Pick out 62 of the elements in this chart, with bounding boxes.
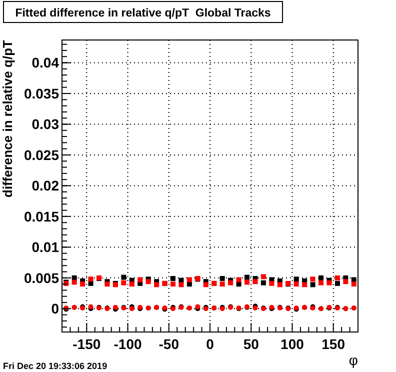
y-tick-label: 0.025 — [24, 146, 60, 163]
point — [121, 280, 126, 286]
point — [186, 277, 192, 282]
y-tick-label: 0.015 — [24, 208, 60, 224]
point — [104, 282, 110, 287]
point — [351, 282, 356, 287]
point — [203, 282, 208, 288]
y-tick-label: 0 — [51, 300, 60, 317]
point — [334, 280, 340, 286]
point — [121, 274, 126, 280]
y-axis-title: difference in relative q/pT — [0, 40, 15, 198]
y-tick-label: 0.04 — [32, 54, 60, 71]
y-tick-label: 0.02 — [32, 178, 60, 194]
point — [252, 279, 258, 284]
x-tick-label: -150 — [72, 336, 101, 352]
x-tick-label: 50 — [243, 336, 260, 352]
point — [154, 282, 160, 288]
point — [228, 280, 234, 286]
point — [260, 274, 266, 280]
y-tick-label: 0.005 — [24, 270, 60, 286]
point — [236, 277, 242, 282]
point — [326, 280, 332, 286]
point — [88, 280, 94, 286]
y-tick-label: 0.03 — [32, 116, 60, 132]
text: Fri Dec 20 19:33:06 2019 — [3, 361, 108, 371]
point — [80, 282, 86, 287]
point — [178, 282, 184, 288]
point — [186, 282, 192, 287]
point — [310, 282, 316, 288]
point — [138, 277, 143, 282]
point — [220, 276, 225, 282]
chart-title: Fitted difference in relative q/pT Global Tracks — [15, 8, 271, 20]
point — [220, 282, 225, 287]
point — [318, 275, 324, 280]
x-tick-label: -100 — [114, 336, 142, 352]
x-tick-label: 0 — [206, 336, 214, 352]
point — [294, 276, 299, 282]
y-tick-label: 0.01 — [32, 239, 60, 256]
point — [129, 282, 134, 287]
point — [72, 280, 77, 285]
point — [343, 279, 348, 284]
point — [260, 280, 266, 286]
point — [146, 279, 151, 284]
x-tick-label: 100 — [280, 336, 304, 352]
point — [236, 282, 242, 287]
point — [170, 276, 176, 282]
point — [269, 280, 274, 286]
point — [294, 282, 299, 287]
point — [244, 280, 250, 285]
x-axis-title: φ — [348, 352, 358, 368]
x-tick-label: -50 — [158, 336, 180, 352]
point — [170, 282, 176, 287]
point — [334, 275, 340, 280]
point — [310, 276, 316, 282]
point — [88, 276, 94, 282]
point — [318, 280, 324, 286]
point — [351, 277, 356, 282]
x-tick-label: 150 — [322, 336, 346, 352]
point — [244, 274, 250, 280]
y-tick-label: 0.035 — [24, 85, 60, 102]
point — [302, 282, 308, 288]
point — [277, 282, 282, 288]
